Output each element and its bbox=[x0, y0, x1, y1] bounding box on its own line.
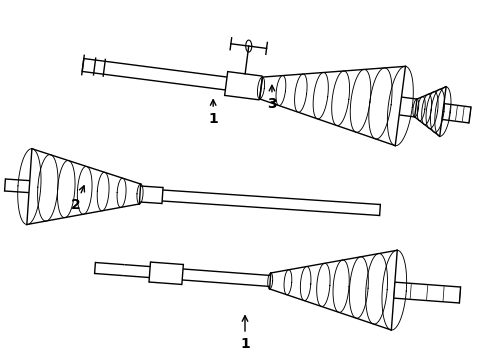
Text: 1: 1 bbox=[240, 316, 250, 351]
Text: 2: 2 bbox=[71, 186, 84, 212]
Text: 1: 1 bbox=[208, 100, 218, 126]
Text: 3: 3 bbox=[267, 85, 277, 111]
